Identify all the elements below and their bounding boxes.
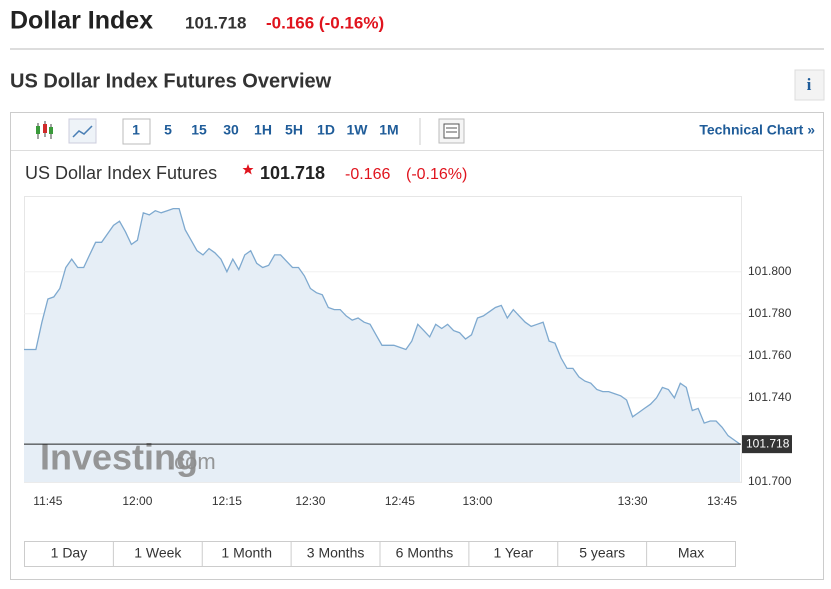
x-tick-label: 12:45 (385, 494, 415, 508)
range-button[interactable]: 1 Month (221, 545, 272, 561)
y-tick-label: 101.700 (748, 474, 792, 488)
interval-active (122, 118, 151, 145)
widget-frame (10, 112, 824, 580)
interval-button[interactable]: 5 (164, 122, 172, 138)
info-button[interactable] (794, 69, 825, 101)
x-tick-label: 12:00 (122, 494, 152, 508)
section-title: US Dollar Index Futures Overview (10, 70, 332, 92)
interval-button[interactable]: 1 (132, 122, 140, 138)
candle-icon[interactable] (36, 121, 53, 139)
interval-button[interactable]: 1D (317, 122, 335, 138)
settings-icon[interactable] (438, 118, 465, 144)
price-label: 101.718 (746, 436, 790, 450)
y-tick-label: 101.760 (748, 348, 792, 362)
chart-title: US Dollar Index Futures (25, 163, 217, 183)
interval-button[interactable]: 1M (379, 122, 398, 138)
watermark-brand: Investing (40, 437, 198, 478)
range-button[interactable]: 6 Months (396, 545, 454, 561)
page-title: Dollar Index (10, 7, 153, 35)
interval-button[interactable]: 5H (285, 122, 303, 138)
range-button[interactable]: 5 years (579, 545, 625, 561)
line-icon[interactable] (68, 118, 97, 144)
range-button[interactable]: 1 Year (493, 545, 533, 561)
range-button[interactable]: 1 Day (51, 545, 88, 561)
x-tick-label: 12:30 (295, 494, 325, 508)
interval-button[interactable]: 1W (347, 122, 369, 138)
quote-change: -0.166 (345, 166, 390, 183)
x-tick-label: 12:15 (212, 494, 242, 508)
star (242, 164, 254, 175)
x-tick-label: 13:00 (462, 494, 492, 508)
range-button[interactable]: Max (678, 545, 704, 561)
x-tick-label: 13:45 (707, 494, 737, 508)
interval-button[interactable]: 30 (223, 122, 239, 138)
technical-chart-link[interactable]: Technical Chart » (699, 122, 815, 138)
line (24, 207, 741, 445)
range-button[interactable]: 1 Week (134, 545, 182, 561)
info-icon: i (807, 75, 812, 94)
interval-button[interactable]: 1H (254, 122, 272, 138)
range-button[interactable]: 3 Months (307, 545, 365, 561)
y-tick-label: 101.800 (748, 264, 792, 278)
y-tick-label: 101.780 (748, 306, 792, 320)
quote-percent: (-0.16%) (406, 166, 467, 183)
quote-price: 101.718 (260, 163, 325, 183)
header-change: -0.166 (-0.16%) (266, 13, 384, 32)
watermark-domain: .com (168, 449, 216, 474)
price-label-box (742, 435, 792, 454)
interval-button[interactable]: 15 (191, 122, 207, 138)
y-tick-label: 101.740 (748, 390, 792, 404)
header-price: 101.718 (185, 13, 246, 32)
x-tick-label: 13:30 (618, 494, 648, 508)
x-tick-label: 11:45 (33, 494, 62, 508)
line-icon-glyph (72, 125, 93, 138)
